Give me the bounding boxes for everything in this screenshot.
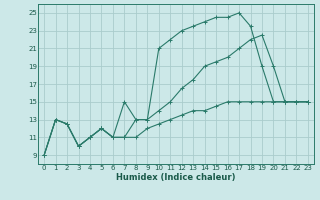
X-axis label: Humidex (Indice chaleur): Humidex (Indice chaleur) [116,173,236,182]
